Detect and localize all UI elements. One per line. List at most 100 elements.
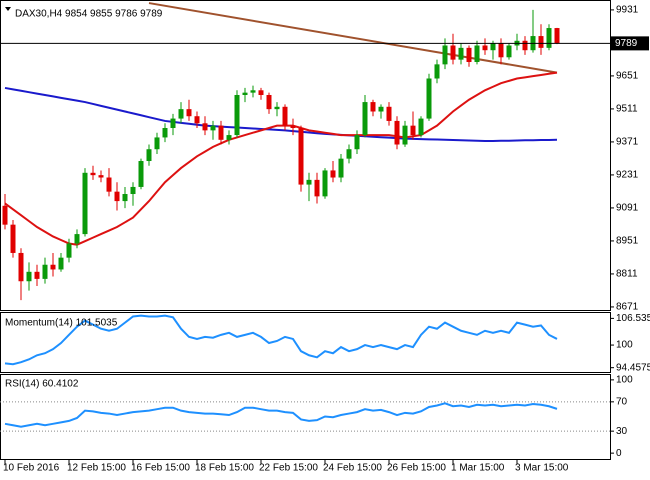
candle-body <box>146 149 152 162</box>
y-tick-label: 106.5353 <box>616 313 650 324</box>
candle-body <box>66 243 72 258</box>
price-label-box <box>611 36 649 51</box>
candle-body <box>466 47 472 62</box>
y-tick-label: 9371 <box>616 137 639 148</box>
line <box>4 86 558 142</box>
candle-body <box>282 106 288 126</box>
x-tick-label: 10 Feb 2016 <box>3 463 60 474</box>
candle-body <box>490 43 496 51</box>
candle-body <box>106 177 112 192</box>
candle-body <box>42 264 48 279</box>
x-tick-label: 18 Feb 15:00 <box>195 463 254 474</box>
candle-body <box>266 95 272 110</box>
candle-body <box>298 128 304 185</box>
y-tick-label: 70 <box>616 396 628 407</box>
candle-body <box>50 264 56 270</box>
candle-body <box>178 109 184 119</box>
main-panel <box>0 0 611 311</box>
candle-body <box>386 106 392 121</box>
candle-body <box>98 175 104 178</box>
y-tick-label: 9931 <box>616 5 639 16</box>
candle-body <box>522 40 528 51</box>
price-label: 9789 <box>615 38 638 49</box>
line <box>4 314 558 366</box>
y-tick-label: 9231 <box>616 170 639 181</box>
candle-body <box>554 28 560 44</box>
candle-body <box>354 135 360 150</box>
rsi-panel <box>0 374 611 460</box>
y-tick-label: 9511 <box>616 104 638 115</box>
candle-body <box>114 191 120 202</box>
candle-body <box>546 28 552 48</box>
candle-body <box>234 95 240 136</box>
y-tick-label: 8671 <box>616 302 639 313</box>
y-tick-label: 0 <box>616 448 622 459</box>
candle-body <box>82 172 88 235</box>
candle-body <box>362 102 368 136</box>
candle-body <box>202 123 208 131</box>
x-tick-label: 24 Feb 15:00 <box>323 463 382 474</box>
candle-body <box>394 120 400 145</box>
candle-body <box>498 43 504 58</box>
candle-body <box>274 106 280 110</box>
candle-body <box>186 109 192 117</box>
y-tick-label: 8951 <box>616 236 639 247</box>
candle-body <box>58 257 64 270</box>
candle-body <box>162 128 168 138</box>
candle-body <box>130 186 136 195</box>
x-tick-label: 1 Mar 15:00 <box>451 463 505 474</box>
y-tick-label: 9651 <box>616 71 639 82</box>
x-tick-label: 3 Mar 15:00 <box>515 463 569 474</box>
candle-body <box>314 179 320 197</box>
candle-body <box>474 45 480 62</box>
candle-body <box>10 224 16 253</box>
candle-body <box>258 90 264 96</box>
candle-body <box>322 170 328 197</box>
candle-body <box>442 45 448 65</box>
candle-body <box>410 125 416 136</box>
y-tick-label: 9091 <box>616 203 639 214</box>
candle-body <box>74 234 80 244</box>
candle-body <box>306 179 312 185</box>
candle-body <box>450 45 456 60</box>
candle-body <box>370 102 376 112</box>
candle-body <box>90 172 96 176</box>
menu-arrow <box>5 7 11 11</box>
candle-body <box>378 106 384 112</box>
candle-body <box>138 161 144 187</box>
candle-body <box>226 135 232 140</box>
candle-body <box>194 116 200 124</box>
panel-title: DAX30,H4 9854 9855 9786 9789 <box>15 9 163 20</box>
x-tick-label: 12 Feb 15:00 <box>67 463 126 474</box>
candle-body <box>26 271 32 282</box>
candle-body <box>538 36 544 48</box>
x-tick-label: 16 Feb 15:00 <box>131 463 190 474</box>
candle-body <box>2 205 8 225</box>
candle-body <box>418 118 424 136</box>
candle-body <box>210 125 216 131</box>
candle-body <box>426 78 432 119</box>
y-tick-label: 30 <box>616 426 628 437</box>
panel-title: Momentum(14) 101.5035 <box>5 318 118 329</box>
candle-body <box>250 90 256 93</box>
candle-body <box>218 125 224 140</box>
y-tick-label: 100 <box>616 340 633 351</box>
candle-body <box>402 125 408 145</box>
candle-body <box>122 194 128 202</box>
y-tick-label: 100 <box>616 375 633 386</box>
panel-title: RSI(14) 60.4102 <box>5 379 79 390</box>
x-tick-label: 26 Feb 15:00 <box>387 463 446 474</box>
candle-body <box>482 45 488 51</box>
candle-body <box>506 45 512 58</box>
candle-body <box>458 47 464 60</box>
candle-body <box>290 125 296 129</box>
line <box>4 71 558 246</box>
line <box>148 2 558 74</box>
x-tick-label: 22 Feb 15:00 <box>259 463 318 474</box>
candle-body <box>330 170 336 178</box>
candle-body <box>338 158 344 178</box>
line <box>4 402 558 428</box>
